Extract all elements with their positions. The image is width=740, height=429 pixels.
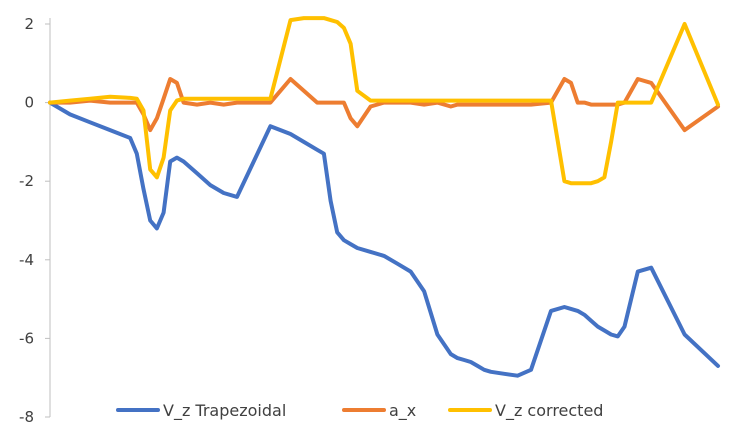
- series-line-0: [48, 100, 720, 378]
- legend-label-0: V_z Trapezoidal: [163, 401, 286, 421]
- y-tick-label: -6: [19, 329, 34, 347]
- y-tick-label: -4: [19, 251, 34, 269]
- legend-label-1: a_x: [389, 401, 416, 421]
- y-tick-label: -2: [19, 172, 34, 190]
- y-tick-label: 0: [24, 94, 34, 112]
- legend-label-2: V_z corrected: [495, 401, 603, 421]
- y-tick-label: -8: [19, 408, 34, 426]
- series-group: [48, 16, 720, 378]
- legend: V_z Trapezoidal a_x V_z corrected: [116, 401, 603, 421]
- y-tick-label: 2: [24, 15, 34, 33]
- series-line-2: [48, 16, 720, 186]
- axes-group: 2 0 -2 -4 -6 -8: [19, 15, 51, 426]
